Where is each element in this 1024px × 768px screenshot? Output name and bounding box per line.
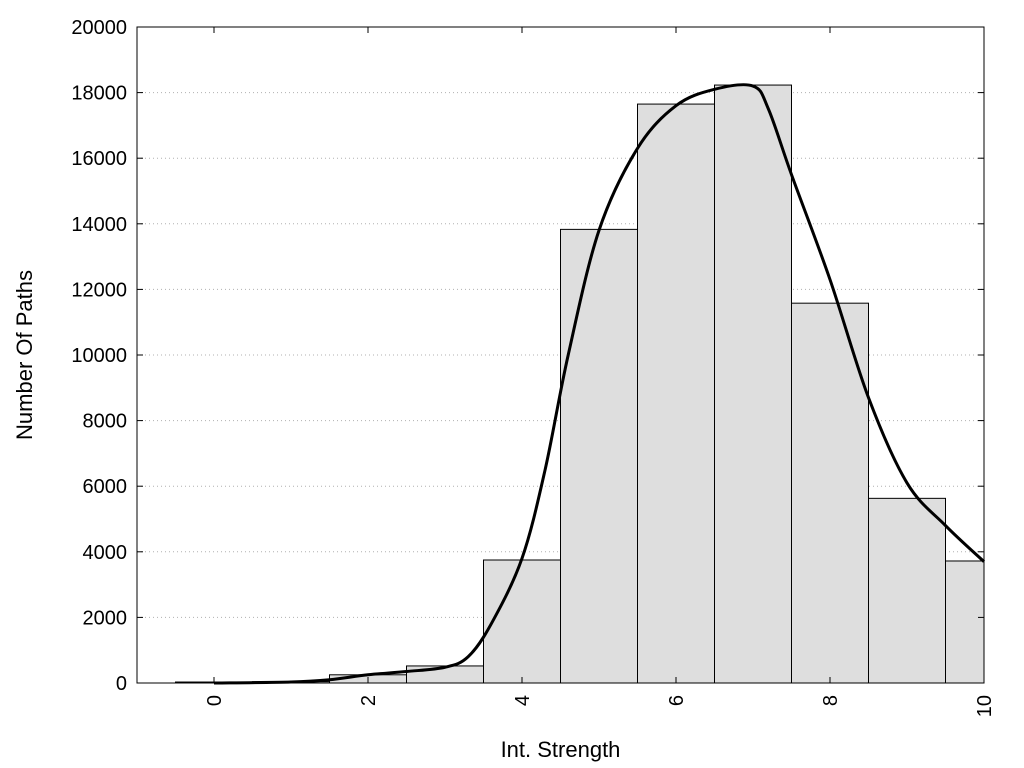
y-tick-label: 10000: [71, 345, 127, 367]
x-tick-label: 8: [820, 695, 842, 706]
y-tick-label: 8000: [83, 411, 128, 433]
bar: [637, 103, 715, 684]
y-tick-label: 4000: [83, 542, 128, 564]
y-tick-label: 2000: [83, 607, 128, 629]
bar: [714, 84, 792, 684]
x-axis-title: Int. Strength: [501, 737, 621, 762]
bars: [175, 84, 985, 684]
y-tick-label: 16000: [71, 148, 127, 170]
x-tick-label: 6: [666, 695, 688, 706]
x-tick-label: 4: [512, 695, 534, 706]
y-axis-title: Number Of Paths: [12, 270, 37, 440]
bar: [945, 560, 985, 684]
y-tick-label: 20000: [71, 17, 127, 39]
x-tick-label: 0: [204, 695, 226, 706]
y-tick-label: 6000: [83, 476, 128, 498]
y-tick-label: 0: [116, 673, 127, 695]
y-axis-ticks: 0 2000 4000 6000 8000 10000 12000 14000 16000 180…: [71, 17, 984, 695]
bar: [560, 228, 638, 684]
bar: [483, 559, 561, 684]
bar: [868, 497, 946, 684]
x-tick-label: 2: [358, 695, 380, 706]
x-tick-label: 10: [974, 695, 996, 717]
y-tick-label: 14000: [71, 214, 127, 236]
bar: [791, 302, 869, 684]
x-axis-ticks: 0 2 4 6 8 10: [204, 27, 996, 717]
y-tick-label: 18000: [71, 83, 127, 105]
y-tick-label: 12000: [71, 279, 127, 301]
density-curve-line: [213, 83, 986, 685]
density-curve: [213, 83, 986, 685]
